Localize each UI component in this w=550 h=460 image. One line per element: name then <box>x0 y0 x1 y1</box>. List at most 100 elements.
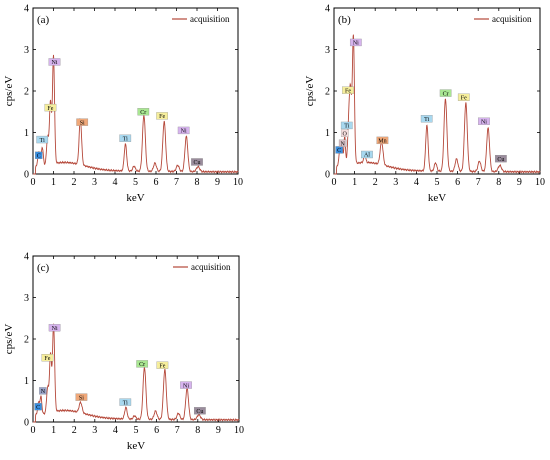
panel-c-peak-label-ni: Ni <box>180 381 192 389</box>
panel-c-peak-label-fe: Fe <box>156 361 169 369</box>
panel-b-x-tick-label: 9 <box>517 177 522 188</box>
panel-a-peak-labels: C Ti Fe Ni Si Ti Cr Fe Ni Cu <box>34 58 203 166</box>
panel-a-x-tick-label: 1 <box>51 177 56 188</box>
panel-b-x-tick-label: 4 <box>414 177 419 188</box>
panel-b-plot-frame <box>333 7 541 175</box>
panel-b-x-tick-label: 10 <box>535 177 545 188</box>
panel-a-peak-label-box <box>137 108 150 116</box>
panel-b-peak-label-text: O <box>343 132 348 138</box>
panel-b-peak-label-al: Al <box>361 150 373 159</box>
panel-c-peak-label-text: Fe <box>159 363 165 369</box>
panel-a-y-tick-label: 1 <box>24 128 29 139</box>
panel-c-y-tick-label: 2 <box>24 335 29 346</box>
panel-a-plot-frame <box>32 7 239 175</box>
panel-b-peak-label-cr: Cr <box>439 89 452 97</box>
panel-a-peak-label-text: Cu <box>193 160 200 166</box>
panel-a-x-tick-label: 10 <box>233 177 243 188</box>
panel-b-peak-label-box <box>340 129 349 137</box>
panel-c-peak-label-box <box>48 324 61 332</box>
panel-a-peak-label-text: Ni <box>52 60 58 66</box>
panel-a-peak-label-si: Si <box>76 118 89 126</box>
panel-a-peak-label-cr: Cr <box>137 108 150 116</box>
panel-b-x-tick-label: 5 <box>435 177 440 188</box>
panel-c-x-tick-label: 6 <box>154 425 159 436</box>
panel-a-peak-label-text: Ni <box>181 129 187 135</box>
panel-c-peak-label-text: Cr <box>139 362 145 368</box>
panel-c-peak-label-text: Ni <box>52 326 58 332</box>
panel-b-peak-label-text: Ni <box>481 119 487 125</box>
panel-a-x-tick-label: 0 <box>31 177 36 188</box>
panel-b-peak-label-text: Al <box>364 153 370 159</box>
panel-a-x-tick-label: 3 <box>92 177 97 188</box>
panel-b-peak-label-text: Ni <box>353 41 359 47</box>
panel-c-legend: acquisition <box>173 262 231 272</box>
panel-b-x-tick-label: 6 <box>455 177 460 188</box>
panel-b-peak-label-box <box>361 150 373 159</box>
panel-c-peak-label-text: Fe <box>44 356 50 362</box>
panel-b-peak-label-n: N <box>338 139 347 147</box>
panel-c-spectrum-line <box>33 323 240 423</box>
panel-c-peak-label-text: Cu <box>196 409 203 415</box>
panel-a-legend: acquisition <box>172 14 230 24</box>
panel-c-peak-label-box <box>119 398 132 406</box>
panel-b-peak-label-text: Cr <box>443 91 449 97</box>
panel-b-peak-label-text: Fe <box>345 88 351 94</box>
panel-c-peak-label-box <box>75 393 88 401</box>
panel-c-peak-label-fe: Fe <box>41 354 54 362</box>
panel-c-x-tick-label: 4 <box>113 425 118 436</box>
panel-b-peak-label-box <box>420 115 433 123</box>
panel-c-y-axis-label: cps/eV <box>3 324 15 355</box>
panel-b-y-tick-label: 0 <box>325 170 330 181</box>
panel-c-x-tick-label: 10 <box>234 425 244 436</box>
panel-a-peak-label-c: C <box>34 151 43 160</box>
panel-a-peak-label-ti: Ti <box>36 135 49 144</box>
panel-b-peak-label-box <box>349 38 362 47</box>
panel-c-x-tick-label: 7 <box>175 425 180 436</box>
panel-c-peak-label-si: Si <box>75 393 88 401</box>
panel-c-peak-label-text: C <box>36 405 40 411</box>
panel-a: 0 1 2 3 4 5 6 7 8 9 10 0 1 2 3 4 C Ti Fe Ni Si Ti Cr Fe Ni Cu a… <box>3 4 243 205</box>
panel-b-peak-label-cu: Cu <box>495 154 507 163</box>
panel-c-peak-label-cr: Cr <box>136 360 149 368</box>
panel-c-peak-label-box <box>156 361 169 369</box>
panel-a-peak-label-ti: Ti <box>119 134 132 143</box>
panel-b-peak-label-ni: Ni <box>478 117 490 125</box>
panel-c-peak-label-box <box>180 381 192 389</box>
panel-c-legend-text: acquisition <box>191 262 231 272</box>
panel-b-peak-label-box <box>457 93 470 101</box>
panel-c: 0 1 2 3 4 5 6 7 8 9 10 0 1 2 3 4 C N Fe Ni Si Ti Cr Fe Ni Cu ac… <box>3 252 244 453</box>
panel-a-peak-label-box <box>36 135 49 144</box>
panel-b-peak-label-fe: Fe <box>342 86 354 94</box>
panel-b: 0 1 2 3 4 5 6 7 8 9 10 0 1 2 3 4 CNO Ti Fe Ni Al Mn Ti Cr Fe Ni… <box>304 4 545 205</box>
panel-c-peak-label-text: Ni <box>183 383 189 389</box>
panel-c-peak-label-ni: Ni <box>48 324 61 332</box>
panel-c-y-tick-label: 3 <box>24 293 29 304</box>
panel-a-x-axis-label: keV <box>126 192 144 204</box>
panel-c-x-axis-label: keV <box>127 440 145 452</box>
panel-b-y-tick-label: 1 <box>325 128 330 139</box>
panel-a-peak-label-box <box>119 134 132 142</box>
panel-b-peak-label-box <box>478 117 490 125</box>
panel-b-peak-label-box <box>495 154 507 163</box>
panel-c-x-tick-label: 1 <box>51 425 56 436</box>
panel-b-legend-text: acquisition <box>492 14 532 24</box>
panel-a-x-tick-label: 9 <box>215 177 220 188</box>
panel-c-x-tick-label: 9 <box>216 425 221 436</box>
panel-b-peak-label-ti: Ti <box>420 115 433 123</box>
panel-b-x-tick-label: 8 <box>496 177 501 188</box>
panel-a-peak-label-box <box>48 58 61 66</box>
panel-a-peak-label-fe: Fe <box>44 103 57 112</box>
panel-c-x-tick-label: 8 <box>195 425 200 436</box>
panel-c-peak-label-box <box>136 360 149 368</box>
panel-c-peak-label-c: C <box>34 402 42 411</box>
panel-b-peak-label-box <box>376 136 389 145</box>
panel-a-peak-label-ni: Ni <box>177 126 190 135</box>
panel-a-peak-label-box <box>191 158 203 166</box>
panel-a-y-tick-label: 0 <box>24 170 29 181</box>
panel-b-peak-label-text: Fe <box>461 95 467 101</box>
panel-c-x-tick-label: 0 <box>31 425 36 436</box>
panel-b-peak-label-text: Ti <box>344 124 349 130</box>
panel-a-peak-label-text: Si <box>80 120 85 126</box>
panel-a-legend-text: acquisition <box>190 14 230 24</box>
panel-a-peak-label-cu: Cu <box>191 158 203 166</box>
